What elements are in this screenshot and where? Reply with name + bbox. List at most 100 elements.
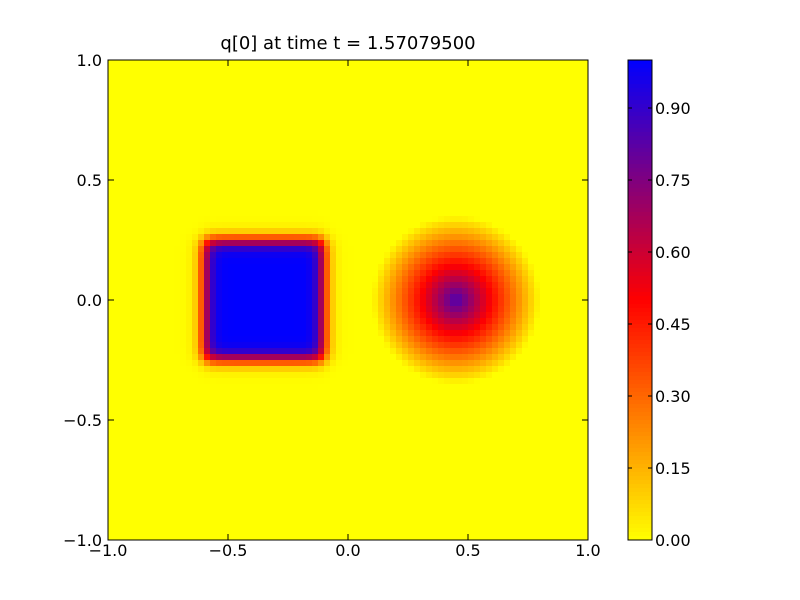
heatmap-cell: [438, 84, 445, 91]
heatmap-cell: [444, 378, 451, 385]
heatmap-cell: [270, 270, 277, 277]
heatmap-cell: [414, 264, 421, 271]
heatmap-cell: [564, 144, 571, 151]
heatmap-cell: [396, 216, 403, 223]
heatmap-cell: [192, 354, 199, 361]
heatmap-cell: [108, 60, 115, 67]
heatmap-cell: [114, 288, 121, 295]
heatmap-cell: [342, 336, 349, 343]
heatmap-cell: [294, 228, 301, 235]
heatmap-cell: [342, 270, 349, 277]
heatmap-cell: [438, 78, 445, 85]
heatmap-cell: [234, 138, 241, 145]
heatmap-cell: [318, 168, 325, 175]
heatmap-cell: [546, 216, 553, 223]
heatmap-cell: [504, 210, 511, 217]
heatmap-cell: [288, 108, 295, 115]
heatmap-cell: [204, 276, 211, 283]
heatmap-cell: [132, 360, 139, 367]
heatmap-cell: [336, 138, 343, 145]
heatmap-cell: [132, 228, 139, 235]
heatmap-cell: [312, 180, 319, 187]
heatmap-cell: [138, 252, 145, 259]
heatmap-cell: [582, 354, 589, 361]
heatmap-cell: [210, 120, 217, 127]
heatmap-cell: [252, 84, 259, 91]
heatmap-cell: [234, 366, 241, 373]
heatmap-cell: [534, 78, 541, 85]
heatmap-cell: [318, 72, 325, 79]
heatmap-cell: [426, 252, 433, 259]
heatmap-cell: [180, 240, 187, 247]
heatmap-cell: [336, 210, 343, 217]
heatmap-cell: [408, 210, 415, 217]
heatmap-cell: [414, 246, 421, 253]
heatmap-cell: [528, 66, 535, 73]
heatmap-cell: [342, 240, 349, 247]
heatmap-cell: [456, 138, 463, 145]
heatmap-cell: [582, 426, 589, 433]
heatmap-cell: [306, 270, 313, 277]
heatmap-cell: [258, 222, 265, 229]
heatmap-cell: [426, 234, 433, 241]
heatmap-cell: [546, 306, 553, 313]
heatmap-cell: [408, 126, 415, 133]
heatmap-cell: [282, 174, 289, 181]
heatmap-cell: [444, 414, 451, 421]
heatmap-cell: [582, 228, 589, 235]
heatmap-cell: [306, 84, 313, 91]
heatmap-cell: [306, 156, 313, 163]
heatmap-cell: [180, 138, 187, 145]
heatmap-cell: [240, 378, 247, 385]
heatmap-cell: [456, 330, 463, 337]
heatmap-cell: [414, 90, 421, 97]
heatmap-cell: [450, 426, 457, 433]
heatmap-cell: [516, 84, 523, 91]
heatmap-cell: [108, 90, 115, 97]
heatmap-cell: [162, 276, 169, 283]
heatmap-cell: [360, 342, 367, 349]
heatmap-cell: [378, 408, 385, 415]
heatmap-cell: [282, 366, 289, 373]
heatmap-cell: [366, 150, 373, 157]
heatmap-cell: [432, 348, 439, 355]
heatmap-cell: [258, 240, 265, 247]
heatmap-cell: [330, 384, 337, 391]
heatmap-cell: [522, 90, 529, 97]
heatmap-cell: [288, 126, 295, 133]
heatmap-cell: [264, 282, 271, 289]
heatmap-cell: [264, 408, 271, 415]
heatmap-cell: [390, 288, 397, 295]
heatmap-cell: [162, 300, 169, 307]
heatmap-cell: [348, 150, 355, 157]
heatmap-cell: [354, 396, 361, 403]
heatmap-cell: [144, 174, 151, 181]
heatmap-cell: [198, 168, 205, 175]
heatmap-cell: [288, 366, 295, 373]
heatmap-cell: [426, 60, 433, 67]
heatmap-cell: [252, 198, 259, 205]
heatmap-cell: [516, 270, 523, 277]
heatmap-cell: [372, 120, 379, 127]
heatmap-cell: [486, 180, 493, 187]
heatmap-cell: [564, 180, 571, 187]
heatmap-cell: [234, 312, 241, 319]
heatmap-cell: [252, 126, 259, 133]
heatmap-cell: [552, 102, 559, 109]
heatmap-cell: [414, 372, 421, 379]
heatmap-cell: [342, 384, 349, 391]
heatmap-cell: [576, 252, 583, 259]
heatmap-cell: [258, 168, 265, 175]
heatmap-cell: [492, 60, 499, 67]
heatmap-cell: [108, 270, 115, 277]
heatmap-cell: [312, 414, 319, 421]
heatmap-cell: [330, 126, 337, 133]
heatmap-cell: [150, 84, 157, 91]
heatmap-cell: [246, 282, 253, 289]
heatmap-cell: [582, 156, 589, 163]
heatmap-cell: [456, 66, 463, 73]
heatmap-cell: [312, 336, 319, 343]
heatmap-cell: [486, 384, 493, 391]
heatmap-cell: [174, 66, 181, 73]
heatmap-cell: [258, 390, 265, 397]
